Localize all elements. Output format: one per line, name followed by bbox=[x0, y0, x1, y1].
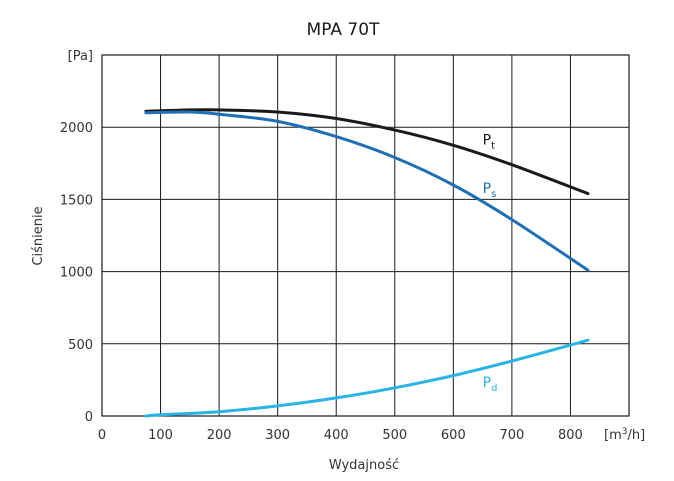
series-label-Ps: Ps bbox=[483, 181, 497, 200]
series-line-Pt bbox=[144, 108, 590, 196]
x-unit-label: [m3/h] bbox=[604, 427, 645, 443]
y-tick-1000: 1000 bbox=[60, 266, 93, 281]
x-tick-200: 200 bbox=[207, 428, 232, 443]
y-axis-label: Ciśnienie bbox=[31, 206, 46, 265]
series-label-Pt: Pt bbox=[483, 133, 495, 152]
series-label-Pd: Pd bbox=[483, 375, 498, 394]
x-tick-700: 700 bbox=[499, 428, 524, 443]
x-tick-100: 100 bbox=[148, 428, 173, 443]
x-tick-400: 400 bbox=[324, 428, 349, 443]
series-line-Ps bbox=[144, 110, 590, 272]
x-tick-300: 300 bbox=[265, 428, 290, 443]
series-line-Pd bbox=[144, 338, 590, 418]
chart-title: MPA 70T bbox=[307, 20, 380, 40]
x-tick-0: 0 bbox=[98, 428, 106, 443]
x-tick-800: 800 bbox=[558, 428, 583, 443]
tick-labels: 0 100 200 300 400 500 600 700 800 0 500 1000 1500 200… bbox=[60, 121, 583, 443]
x-tick-500: 500 bbox=[382, 428, 407, 443]
x-axis-label: Wydajność bbox=[329, 458, 399, 473]
y-tick-0: 0 bbox=[85, 410, 93, 425]
y-tick-1500: 1500 bbox=[60, 193, 93, 208]
y-tick-500: 500 bbox=[68, 338, 93, 353]
series-layer: Pt Ps Pd bbox=[144, 108, 590, 418]
y-tick-2000: 2000 bbox=[60, 121, 93, 136]
x-tick-600: 600 bbox=[441, 428, 466, 443]
y-unit-label: [Pa] bbox=[68, 49, 93, 64]
plot-frame bbox=[101, 54, 630, 417]
